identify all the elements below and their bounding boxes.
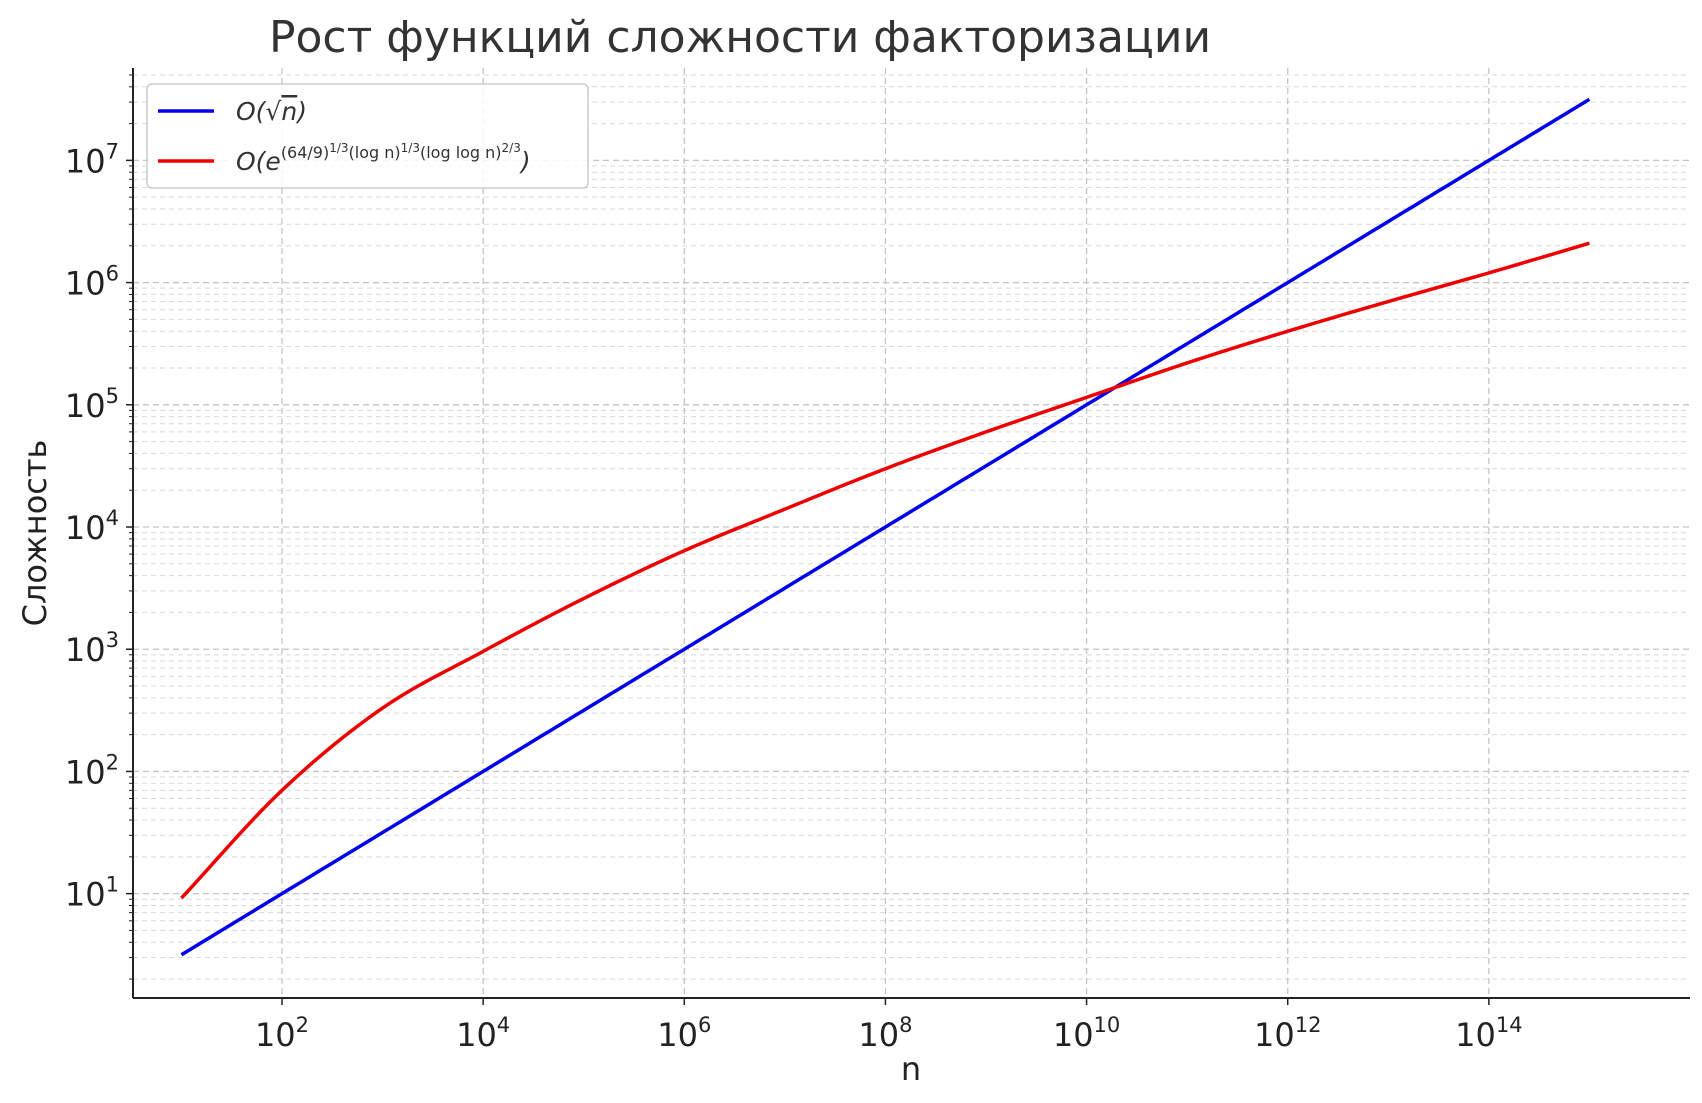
legend-label-sqrt: O(√n) [236, 97, 307, 126]
grid [133, 68, 1690, 998]
y-tick-label: 102 [65, 750, 119, 791]
ticks: 102 104 106 108 1010 1012 1014 101 102 103 104 105 1… [65, 74, 1523, 1054]
legend-box [146, 83, 589, 189]
chart-title: Рост функций сложности факторизации [269, 12, 1211, 63]
x-tick-label: 102 [255, 1013, 309, 1054]
y-tick-label: 103 [65, 628, 119, 669]
x-axis-label: n [901, 1050, 921, 1088]
x-tick-label: 104 [456, 1013, 510, 1054]
x-tick-label: 1010 [1053, 1013, 1120, 1054]
y-axis-label: Сложность [16, 440, 54, 627]
legend: O(√n) O(e(64/9)1/3(log n)1/3(log log n)2… [146, 83, 589, 189]
series-line-exp [180, 241, 1590, 900]
y-tick-label: 106 [65, 262, 119, 303]
y-tick-label: 105 [65, 384, 119, 425]
series-layer [180, 97, 1591, 957]
series-line-sqrt [180, 97, 1591, 957]
x-tick-label: 1014 [1455, 1013, 1522, 1054]
x-tick-label: 1012 [1254, 1013, 1321, 1054]
x-tick-label: 108 [858, 1013, 912, 1054]
y-tick-label: 101 [65, 873, 119, 914]
y-tick-label: 107 [65, 139, 119, 180]
x-tick-label: 106 [657, 1013, 711, 1054]
y-tick-label: 104 [65, 506, 119, 547]
